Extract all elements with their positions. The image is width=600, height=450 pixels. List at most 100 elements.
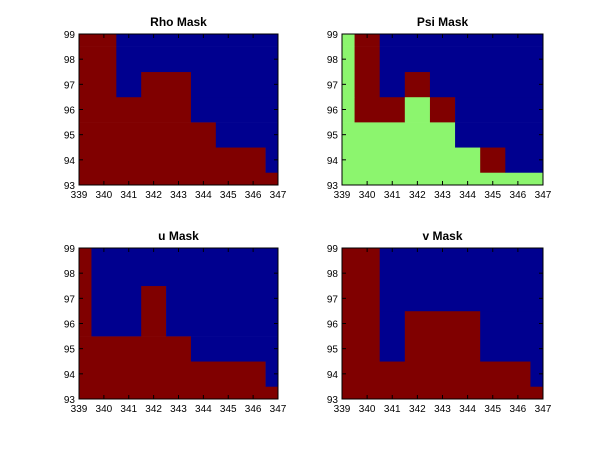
y-tick-label: 97 [64,80,76,91]
y-tick-label: 99 [327,30,339,41]
x-tick-label: 346 [510,404,527,415]
heatmap-cell [480,310,544,362]
heatmap-cell [429,71,544,98]
heatmap-cell [480,147,506,173]
y-tick-label: 94 [64,156,76,167]
heatmap-cell [79,34,117,47]
x-tick-label: 342 [409,190,426,201]
y-tick-label: 98 [327,269,339,280]
subplot-2: 339 340 341 342 343 344 345 346 347 93 94 95 96 97 98 9… [327,15,552,201]
heatmap-cell [79,285,92,337]
x-tick-label: 343 [434,404,451,415]
heatmap-cell [79,71,117,98]
x-tick-label: 347 [270,404,287,415]
x-tick-label: 341 [120,404,137,415]
subplot-1: 339 340 341 342 343 344 345 346 347 93 94 95 96 97 98 9… [64,15,287,201]
x-tick-label: 342 [145,190,162,201]
x-tick-label: 342 [145,404,162,415]
y-tick-label: 96 [327,106,339,117]
y-tick-label: 95 [327,345,339,356]
heatmap-cell [530,361,544,387]
x-tick-label: 345 [220,404,237,415]
x-tick-label: 346 [245,404,262,415]
heatmap-cell [116,71,142,98]
x-tick-label: 340 [96,404,113,415]
x-tick-label: 339 [334,404,351,415]
x-tick-label: 341 [384,190,401,201]
heatmap-cell [379,46,544,73]
heatmap-cell [455,96,544,123]
heatmap-cell [505,147,544,173]
y-tick-label: 98 [64,269,76,280]
heatmap-cell [342,46,355,73]
heatmap-cell [354,34,380,47]
x-tick-label: 344 [195,404,212,415]
x-tick-label: 347 [535,404,552,415]
x-tick-label: 340 [359,404,376,415]
heatmap-cell [379,248,544,312]
heatmap-cell [79,147,266,173]
y-tick-label: 98 [327,55,339,66]
x-tick-label: 340 [96,190,113,201]
heatmap-cell [354,46,380,73]
heatmap-cell [215,122,279,148]
x-tick-label: 344 [459,190,476,201]
heatmap-cell [79,361,266,387]
x-tick-label: 344 [195,190,212,201]
y-tick-label: 94 [327,370,339,381]
y-tick-label: 95 [64,345,76,356]
heatmap-cell [141,71,192,98]
x-tick-label: 346 [245,190,262,201]
chart-title: Psi Mask [417,15,469,29]
heatmap-cell [455,122,544,148]
x-tick-label: 342 [409,404,426,415]
x-tick-label: 341 [384,404,401,415]
x-tick-label: 344 [459,404,476,415]
heatmap-cell [91,285,142,337]
x-tick-label: 346 [510,190,527,201]
subplot-3: 339 340 341 342 343 344 345 346 347 93 94 95 96 97 98 9… [64,229,287,415]
heatmap-cell [116,34,279,47]
x-tick-label: 343 [170,404,187,415]
y-tick-label: 96 [64,106,76,117]
chart-title: u Mask [158,229,199,243]
heatmap-cell [342,248,380,312]
y-tick-label: 96 [327,320,339,331]
x-tick-label: 347 [270,190,287,201]
x-tick-label: 343 [170,190,187,201]
x-tick-label: 339 [71,404,88,415]
heatmap-cell [342,361,531,387]
y-tick-label: 93 [327,181,339,192]
heatmap-cell [79,46,117,73]
heatmap-cell [342,96,355,123]
y-tick-label: 93 [64,395,76,406]
y-tick-label: 94 [64,370,76,381]
heatmap-cell [79,122,217,148]
heatmap-cell [404,96,431,123]
x-tick-label: 347 [535,190,552,201]
heatmap-cell [379,34,544,47]
subplot-4: 339 340 341 342 343 344 345 346 347 93 94 95 96 97 98 9… [327,229,552,415]
heatmap-cell [404,310,481,362]
y-tick-label: 99 [64,30,76,41]
heatmap-cell [79,248,92,287]
y-tick-label: 98 [64,55,76,66]
heatmap-cell [116,46,279,73]
y-tick-label: 93 [327,395,339,406]
heatmap-cell [342,71,355,98]
heatmap-cell [342,147,481,173]
heatmap-cell [429,96,456,123]
x-tick-label: 339 [334,190,351,201]
heatmap-cell [166,285,279,337]
heatmap-cell [190,336,279,362]
heatmap-cell [379,310,406,362]
x-tick-label: 345 [484,404,501,415]
y-tick-label: 99 [64,244,76,255]
y-tick-label: 95 [64,131,76,142]
y-tick-label: 96 [64,320,76,331]
heatmap-cell [91,248,279,287]
heatmap-cell [265,147,279,173]
heatmap-cell [265,361,279,387]
x-tick-label: 345 [220,190,237,201]
